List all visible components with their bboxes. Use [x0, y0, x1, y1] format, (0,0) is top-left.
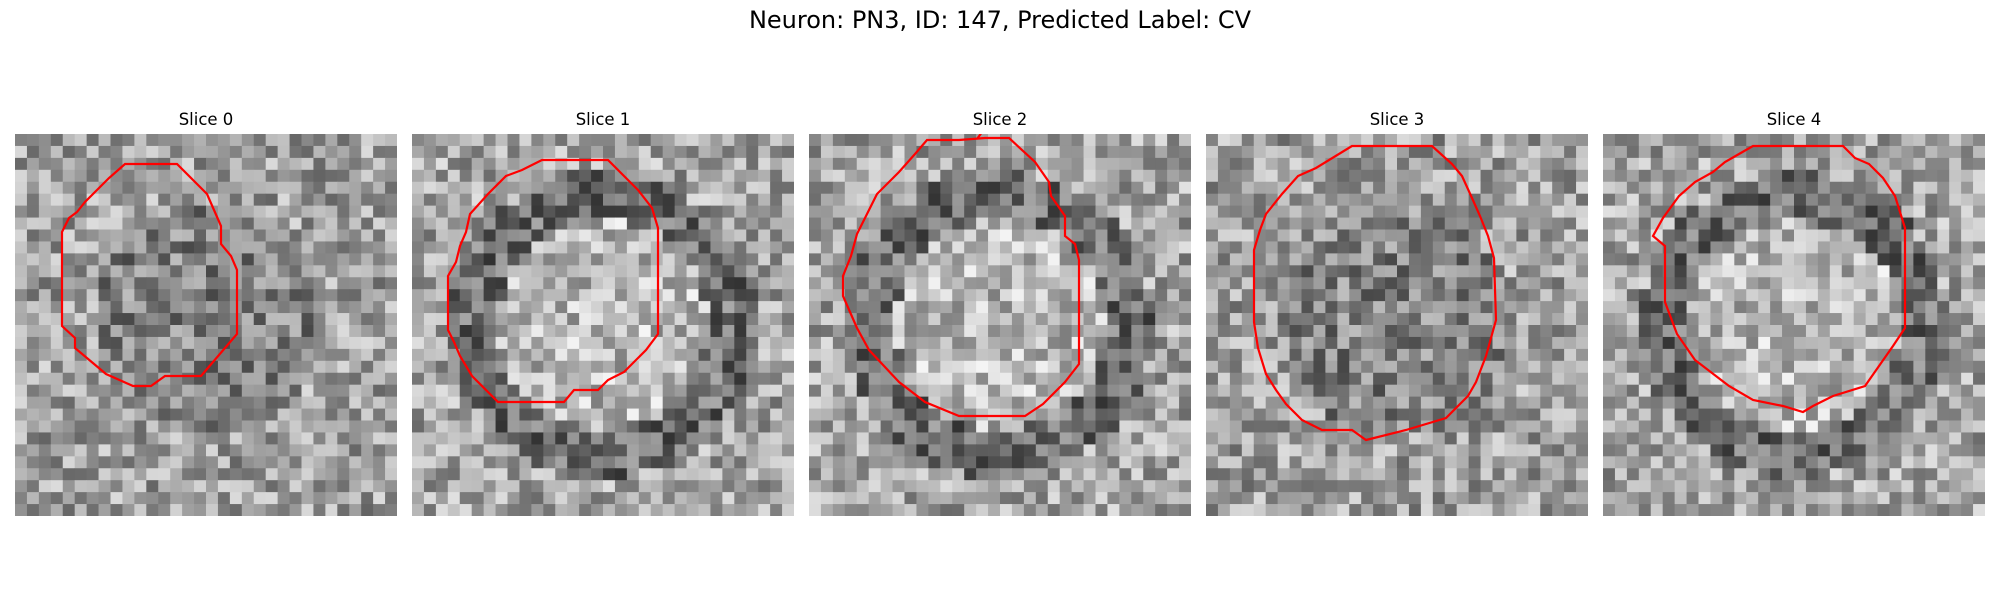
slice-image — [1603, 134, 1985, 516]
slice-title: Slice 4 — [1766, 110, 1822, 129]
slice-image — [15, 134, 397, 516]
slice-panel-4: Slice 4 — [1603, 110, 1985, 516]
slice-image — [412, 134, 794, 516]
slice-title: Slice 0 — [178, 110, 234, 129]
slice-title: Slice 2 — [972, 110, 1028, 129]
contour-outline — [60, 162, 239, 388]
slice-panel-3: Slice 3 — [1206, 110, 1588, 516]
slice-panel-2: Slice 2 — [809, 110, 1191, 516]
slice-title: Slice 3 — [1369, 110, 1425, 129]
contour-outline — [1651, 144, 1907, 414]
contour-outline — [841, 136, 1081, 418]
figure-title: Neuron: PN3, ID: 147, Predicted Label: C… — [748, 6, 1252, 34]
slice-image — [809, 134, 1191, 516]
slice-image — [1206, 134, 1588, 516]
contour-outline — [446, 158, 660, 404]
slice-title: Slice 1 — [575, 110, 631, 129]
contour-outline — [1252, 144, 1498, 442]
slice-panel-1: Slice 1 — [412, 110, 794, 516]
slice-panel-0: Slice 0 — [15, 110, 397, 516]
